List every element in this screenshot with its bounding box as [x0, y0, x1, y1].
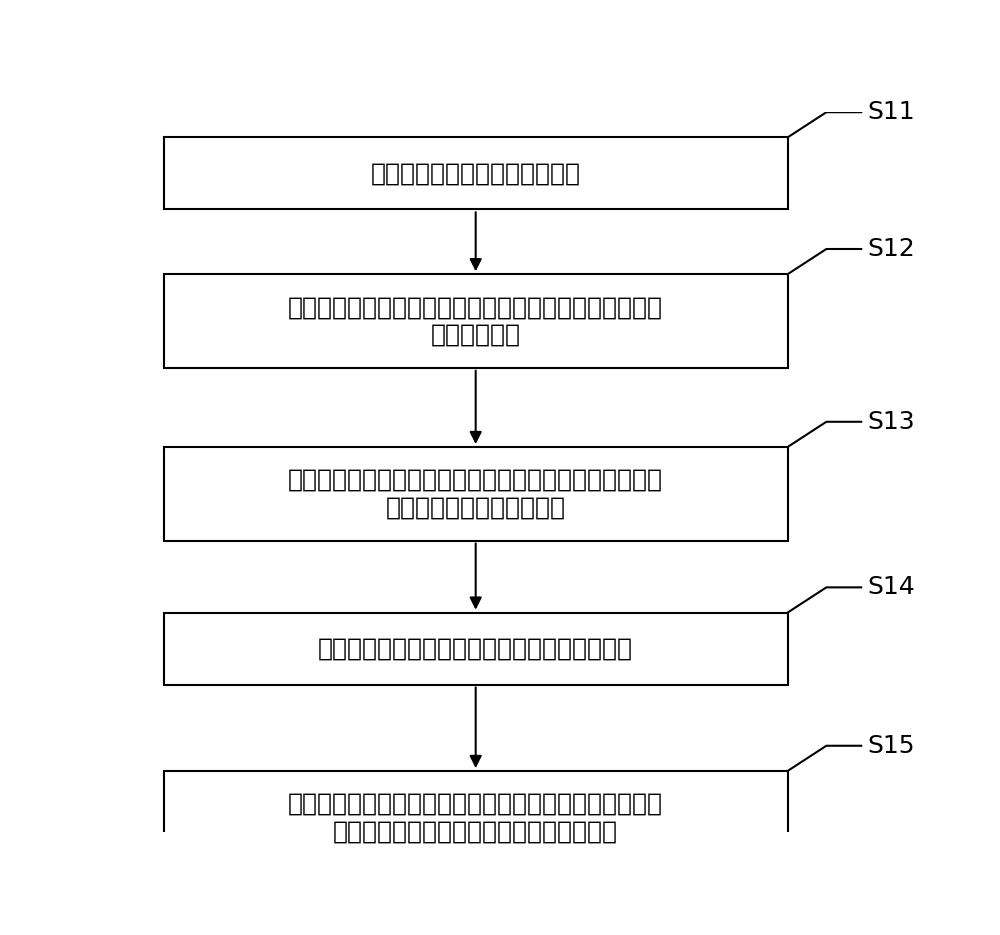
Text: S15: S15 [867, 734, 915, 757]
Text: 对时空按等间隔进行离散化处理，根据所述交通流速度计: 对时空按等间隔进行离散化处理，根据所述交通流速度计 [288, 295, 663, 320]
Text: S12: S12 [867, 237, 915, 261]
Text: 利用车辆动力排放模型根据所述交通流速度和所述车辆加: 利用车辆动力排放模型根据所述交通流速度和所述车辆加 [288, 468, 663, 492]
Bar [164, 612, 788, 684]
Bar [164, 274, 788, 367]
Text: 根据车辆的尾气排放率和车辆数计算交通排放量: 根据车辆的尾气排放率和车辆数计算交通排放量 [318, 637, 633, 660]
Text: 速度计算车辆的尾气排放率: 速度计算车辆的尾气排放率 [386, 496, 566, 520]
Bar [164, 447, 788, 540]
Text: S11: S11 [867, 100, 915, 124]
Bar [164, 771, 788, 865]
Text: 算车辆加速度: 算车辆加速度 [431, 323, 521, 347]
Text: 根据交通流密度计算交通流速度: 根据交通流密度计算交通流速度 [371, 162, 581, 185]
Text: 对不同车辆数对应的交通排放量，采用回归方法拟合映射: 对不同车辆数对应的交通排放量，采用回归方法拟合映射 [288, 792, 663, 816]
Bar [164, 137, 788, 209]
Text: S14: S14 [867, 575, 915, 599]
Text: 关系，并建立映射关系系数的不确定性集合: 关系，并建立映射关系系数的不确定性集合 [333, 819, 618, 843]
Text: S13: S13 [867, 410, 915, 434]
